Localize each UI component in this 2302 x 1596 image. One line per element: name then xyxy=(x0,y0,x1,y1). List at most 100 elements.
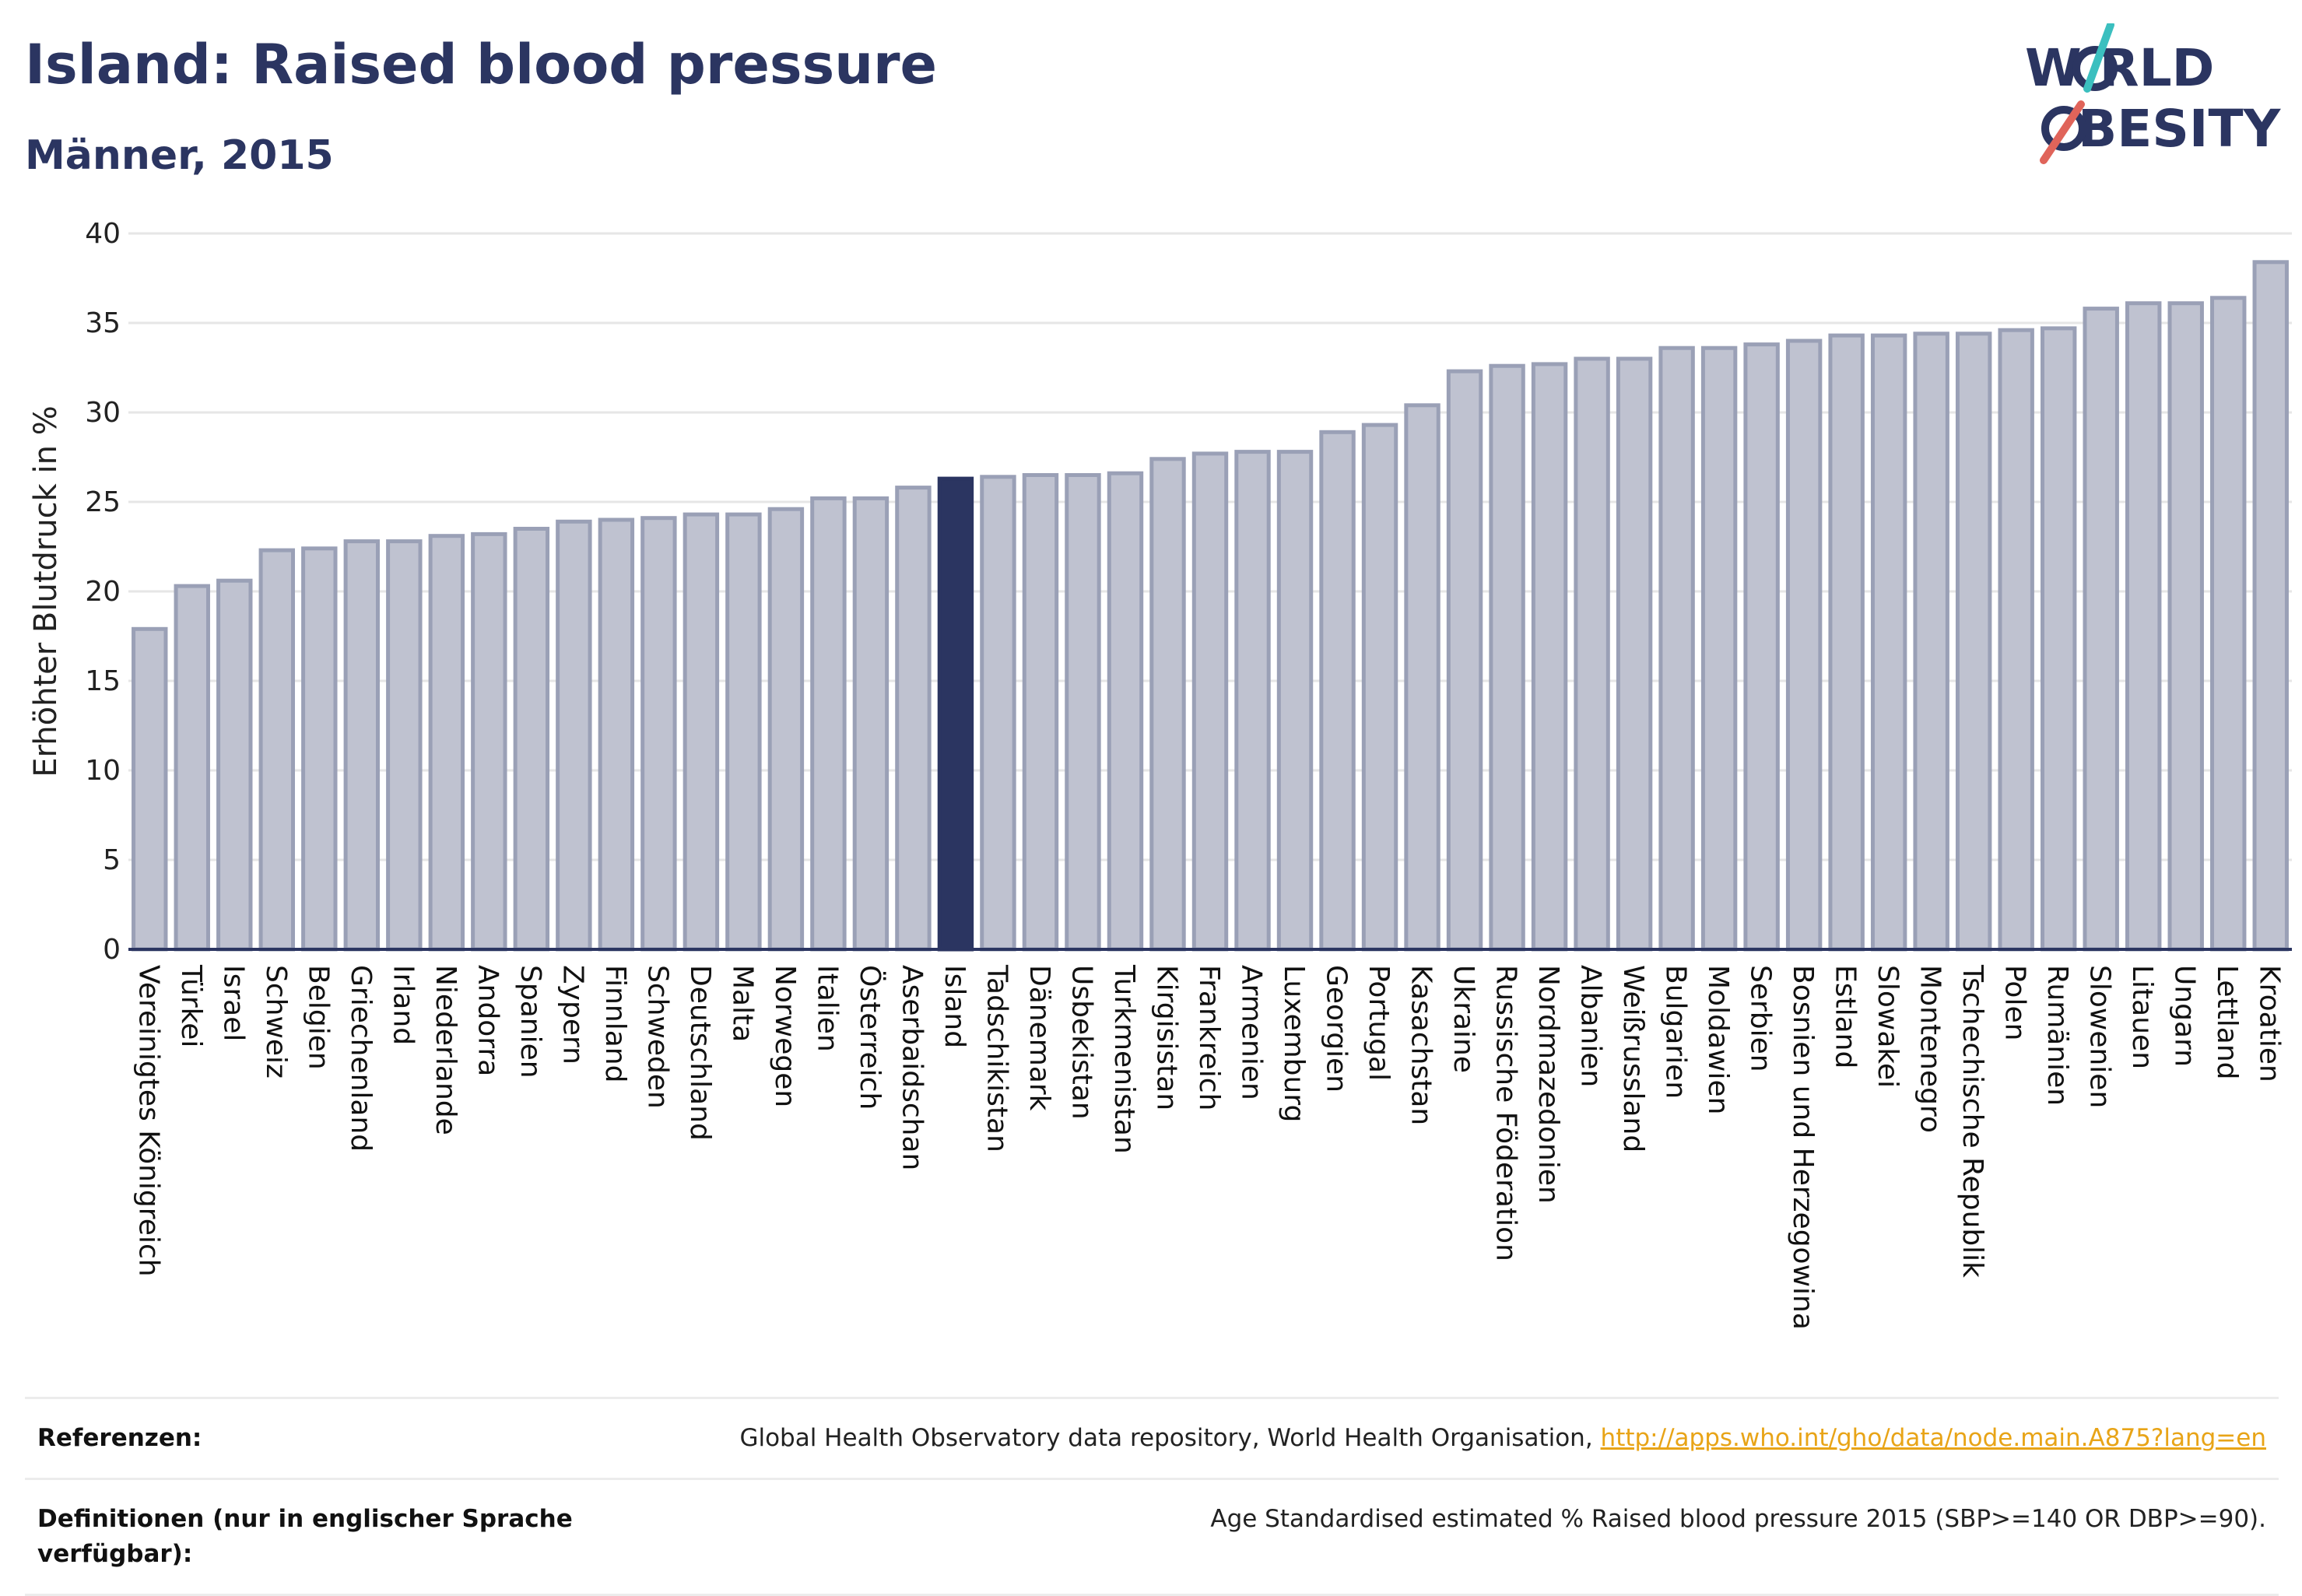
references-label: Referenzen: xyxy=(37,1424,202,1452)
y-tick-label: 20 xyxy=(85,576,121,608)
bar xyxy=(471,531,507,952)
x-tick-label: Portugal xyxy=(1363,965,1395,1081)
x-tick-label: Usbekistan xyxy=(1065,965,1097,1120)
x-tick-label: Vereinigtes Königreich xyxy=(132,965,164,1277)
bar xyxy=(2252,260,2289,952)
x-tick-label: Nordmazedonien xyxy=(1532,965,1564,1204)
bar xyxy=(216,578,253,952)
definitions-text: Age Standardised estimated % Raised bloo… xyxy=(1210,1504,2266,1533)
x-tick-label: Tschechische Republik xyxy=(1956,964,1988,1278)
y-tick-label: 10 xyxy=(85,755,121,787)
x-tick-label: Andorra xyxy=(472,965,504,1076)
y-tick-label: 35 xyxy=(85,307,121,339)
bar xyxy=(513,527,550,952)
bar xyxy=(2040,326,2077,952)
bar xyxy=(386,539,423,952)
bar xyxy=(301,546,338,952)
x-tick-label: Serbien xyxy=(1745,965,1777,1072)
bar xyxy=(2167,301,2204,952)
x-tick-label: Griechenland xyxy=(345,965,377,1152)
bar xyxy=(980,475,1016,952)
references-table: Referenzen: Global Health Observatory da… xyxy=(25,1397,2279,1596)
x-tick-label: Dänemark xyxy=(1023,965,1055,1111)
bar xyxy=(1404,403,1441,952)
bar xyxy=(174,584,210,952)
y-axis-label: Erhöhter Blutdruck in % xyxy=(28,405,64,777)
x-tick-label: Kasachstan xyxy=(1405,965,1437,1125)
x-tick-label: Bosnien und Herzegowina xyxy=(1787,965,1819,1330)
x-tick-label: Montenegro xyxy=(1914,965,1946,1133)
x-tick-label: Lettland xyxy=(2211,965,2243,1080)
bar xyxy=(1149,457,1186,952)
bar xyxy=(1531,362,1568,952)
bar xyxy=(1743,342,1780,952)
bar xyxy=(556,519,592,952)
x-tick-label: Niederlande xyxy=(430,965,461,1135)
bar xyxy=(1828,333,1865,952)
bar xyxy=(1913,331,1949,952)
bar xyxy=(1700,346,1738,952)
x-tick-label: Schweiz xyxy=(260,965,292,1079)
references-row: Referenzen: Global Health Observatory da… xyxy=(25,1397,2279,1478)
x-tick-label: Deutschland xyxy=(684,965,716,1141)
x-tick-label: Albanien xyxy=(1575,965,1607,1087)
bar xyxy=(2125,301,2162,952)
bar xyxy=(598,517,635,952)
x-tick-label: Bulgarien xyxy=(1660,965,1692,1099)
x-tick-label: Ungarn xyxy=(2169,965,2201,1067)
x-tick-label: Irland xyxy=(387,965,419,1045)
bar xyxy=(1319,430,1356,952)
bar-chart: 0 5 10 15 20 25 30 35 40 Erhöhter Blutdruck in % V… xyxy=(28,218,2292,1330)
references-source: Global Health Observatory data repositor… xyxy=(739,1424,1601,1452)
bar xyxy=(895,486,932,952)
bar xyxy=(767,507,805,952)
x-tick-label: Aserbaidschan xyxy=(896,965,928,1170)
bar xyxy=(852,496,890,952)
x-tick-label: Finnland xyxy=(599,965,631,1082)
x-tick-label: Rumänien xyxy=(2041,965,2073,1106)
page-title: Island: Raised blood pressure xyxy=(25,33,938,96)
bar xyxy=(640,516,677,952)
x-tick-label: Slowenien xyxy=(2084,965,2116,1108)
bar xyxy=(2083,307,2119,952)
bar xyxy=(1191,451,1229,952)
x-tick-label: Luxemburg xyxy=(1278,965,1310,1122)
bar xyxy=(1658,346,1695,952)
bar xyxy=(1234,450,1271,952)
x-tick-label: Schweden xyxy=(641,965,673,1109)
bar xyxy=(2210,296,2247,952)
world-obesity-logo: W RLD BESITY xyxy=(2025,23,2282,164)
bar-highlight xyxy=(937,476,974,952)
bar xyxy=(725,512,762,952)
x-tick-label: Israel xyxy=(217,965,249,1041)
bar xyxy=(1489,363,1525,952)
x-tick-label: Belgien xyxy=(302,965,334,1070)
x-tick-label: Slowakei xyxy=(1872,965,1904,1088)
x-tick-label: Estland xyxy=(1830,965,1862,1068)
bar xyxy=(1022,473,1059,952)
logo-o-ring-2 xyxy=(2041,106,2086,151)
x-tick-label: Kroatien xyxy=(2254,965,2286,1082)
y-tick-label: 25 xyxy=(85,486,121,518)
references-link[interactable]: http://apps.who.int/gho/data/node.main.A… xyxy=(1600,1424,2266,1452)
logo-line-2: BESITY xyxy=(2078,99,2282,159)
bar xyxy=(1107,471,1144,952)
bar xyxy=(1276,450,1314,952)
bar xyxy=(428,534,465,952)
bar xyxy=(1998,328,2034,952)
x-tick-label: Malta xyxy=(726,965,758,1042)
x-tick-label: Tadschikistan xyxy=(981,964,1012,1152)
bar xyxy=(1446,369,1483,952)
bar xyxy=(1870,333,1907,952)
bar xyxy=(1065,473,1101,952)
x-tick-label: Ukraine xyxy=(1448,965,1479,1073)
logo-slash-red xyxy=(2040,100,2085,164)
bar xyxy=(258,548,295,952)
x-tick-label: Weißrussland xyxy=(1617,965,1649,1152)
definitions-row: Definitionen (nur in englischer Sprache … xyxy=(25,1477,2279,1596)
bar xyxy=(1955,331,1992,952)
x-tick-label: Russische Föderation xyxy=(1490,965,1522,1261)
x-tick-label: Kirgisistan xyxy=(1150,965,1182,1110)
x-tick-label: Moldawien xyxy=(1702,965,1734,1114)
x-tick-label: Litauen xyxy=(2126,965,2158,1069)
